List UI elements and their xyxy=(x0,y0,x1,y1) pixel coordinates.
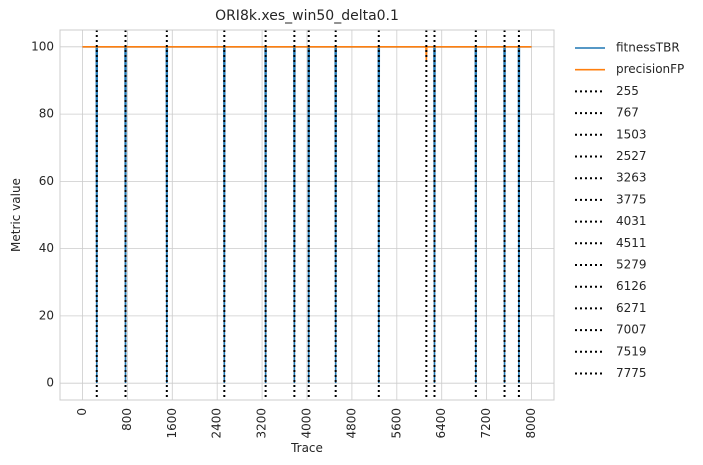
x-tick-label: 0 xyxy=(75,408,89,416)
legend-label: precisionFP xyxy=(616,62,684,76)
axes-frame xyxy=(59,29,555,401)
legend-item-767: 767 xyxy=(575,106,639,120)
legend-item-7775: 7775 xyxy=(575,366,647,380)
legend-item-7519: 7519 xyxy=(575,344,647,358)
x-tick-label: 6400 xyxy=(434,408,448,439)
legend-item-2527: 2527 xyxy=(575,149,647,163)
x-tick-label: 1600 xyxy=(165,408,179,439)
y-axis-label: Metric value xyxy=(9,178,23,252)
legend-item-3263: 3263 xyxy=(575,171,647,185)
legend-label: 3263 xyxy=(616,171,647,185)
legend-item-precisionFP: precisionFP xyxy=(575,62,684,76)
legend-label: 6126 xyxy=(616,279,647,293)
legend-item-6271: 6271 xyxy=(575,301,647,315)
legend-item-5279: 5279 xyxy=(575,258,647,272)
legend-label: 767 xyxy=(616,106,639,120)
x-tick-label: 5600 xyxy=(389,408,403,439)
x-tick-label: 4000 xyxy=(300,408,314,439)
y-tick-label: 80 xyxy=(39,107,54,121)
legend-item-255: 255 xyxy=(575,84,639,98)
legend-label: 2527 xyxy=(616,149,647,163)
legend-item-3775: 3775 xyxy=(575,192,647,206)
y-tick-label: 100 xyxy=(31,39,54,53)
plot-area xyxy=(82,30,532,400)
x-tick-label: 4800 xyxy=(344,408,358,439)
x-tick-label: 7200 xyxy=(479,408,493,439)
y-tick-label: 60 xyxy=(39,174,54,188)
y-tick-label: 0 xyxy=(46,376,54,390)
legend-label: 255 xyxy=(616,84,639,98)
legend-label: 7519 xyxy=(616,344,647,358)
legend-item-1503: 1503 xyxy=(575,127,647,141)
legend-item-6126: 6126 xyxy=(575,279,647,293)
y-tick-label: 20 xyxy=(39,308,54,322)
legend-label: 1503 xyxy=(616,127,647,141)
chart-title: ORI8k.xes_win50_delta0.1 xyxy=(215,8,399,24)
x-tick-label: 2400 xyxy=(210,408,224,439)
y-tick-label: 40 xyxy=(39,241,54,255)
legend-item-4511: 4511 xyxy=(575,236,647,250)
legend-item-4031: 4031 xyxy=(575,214,647,228)
legend-label: 6271 xyxy=(616,301,647,315)
legend-label: 7775 xyxy=(616,366,647,380)
grid xyxy=(60,30,554,400)
legend-label: 5279 xyxy=(616,258,647,272)
legend-item-fitnessTBR: fitnessTBR xyxy=(575,41,680,55)
legend-label: 7007 xyxy=(616,323,647,337)
legend-label: 3775 xyxy=(616,192,647,206)
legend: fitnessTBR precisionFP 255 767 1503 2527 3263 3… xyxy=(575,41,684,380)
x-tick-label: 8000 xyxy=(524,408,538,439)
x-tick-label: 800 xyxy=(120,408,134,431)
x-axis-label: Trace xyxy=(290,441,323,455)
axes: 0 800 1600 2400 3200 4000 4800 5600 6400 7200 8000… xyxy=(31,29,555,439)
legend-label: 4511 xyxy=(616,236,647,250)
legend-label: fitnessTBR xyxy=(616,41,680,55)
x-tick-label: 3200 xyxy=(255,408,269,439)
legend-item-7007: 7007 xyxy=(575,323,647,337)
legend-label: 4031 xyxy=(616,214,647,228)
